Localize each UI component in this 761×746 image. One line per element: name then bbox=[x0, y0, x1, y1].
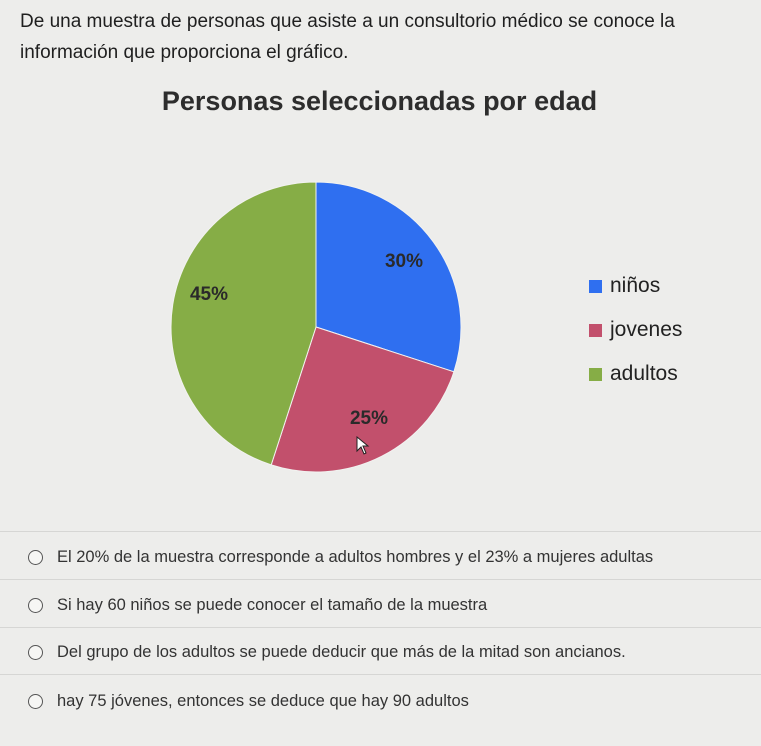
legend-item-adultos: adultos bbox=[589, 352, 682, 396]
pie-slice-jovenes bbox=[270, 326, 455, 473]
legend-swatch-ninos bbox=[589, 279, 602, 293]
legend-label-adultos: adultos bbox=[610, 362, 678, 385]
answer-option-4-text: hay 75 jóvenes, entonces se deduce que h… bbox=[57, 691, 469, 710]
legend-swatch-jovenes bbox=[589, 323, 602, 337]
mouse-cursor-icon bbox=[356, 436, 370, 455]
answer-option-2-text: Si hay 60 niños se puede conocer el tama… bbox=[57, 595, 488, 614]
divider bbox=[0, 579, 761, 580]
answer-option-1[interactable]: El 20% de la muestra corresponde a adult… bbox=[28, 542, 653, 572]
chart-title: Personas seleccionadas por edad bbox=[161, 86, 598, 116]
answer-option-1-text: El 20% de la muestra corresponde a adult… bbox=[57, 547, 654, 566]
radio-button[interactable] bbox=[28, 693, 43, 709]
answer-option-2[interactable]: Si hay 60 niños se puede conocer el tama… bbox=[28, 590, 487, 620]
pie-slice-niños bbox=[315, 181, 462, 373]
legend-item-jovenes: jovenes bbox=[589, 308, 682, 352]
legend-label-jovenes: jovenes bbox=[610, 318, 683, 341]
divider bbox=[0, 531, 761, 532]
answer-option-4[interactable]: hay 75 jóvenes, entonces se deduce que h… bbox=[28, 686, 469, 716]
radio-button[interactable] bbox=[28, 597, 43, 613]
legend-swatch-adultos bbox=[589, 367, 602, 381]
data-label-jovenes: 25% bbox=[350, 408, 388, 429]
question-line-2: información que proporciona el gráfico. bbox=[20, 42, 349, 63]
divider bbox=[0, 627, 761, 628]
question-text: De una muestra de personas que asiste a … bbox=[20, 6, 745, 68]
data-label-niños: 30% bbox=[385, 251, 423, 272]
radio-button[interactable] bbox=[28, 644, 43, 660]
legend-item-ninos: niños bbox=[589, 264, 682, 308]
divider bbox=[0, 674, 761, 675]
answer-option-3-text: Del grupo de los adultos se puede deduci… bbox=[57, 642, 626, 661]
question-line-1: De una muestra de personas que asiste a … bbox=[20, 11, 675, 32]
legend-label-ninos: niños bbox=[610, 274, 661, 297]
pie-slice-adultos bbox=[170, 181, 317, 466]
data-label-adultos: 45% bbox=[190, 284, 228, 305]
radio-button[interactable] bbox=[28, 549, 43, 565]
chart-legend: niños jovenes adultos bbox=[589, 264, 682, 396]
answer-option-3[interactable]: Del grupo de los adultos se puede deduci… bbox=[28, 637, 626, 667]
